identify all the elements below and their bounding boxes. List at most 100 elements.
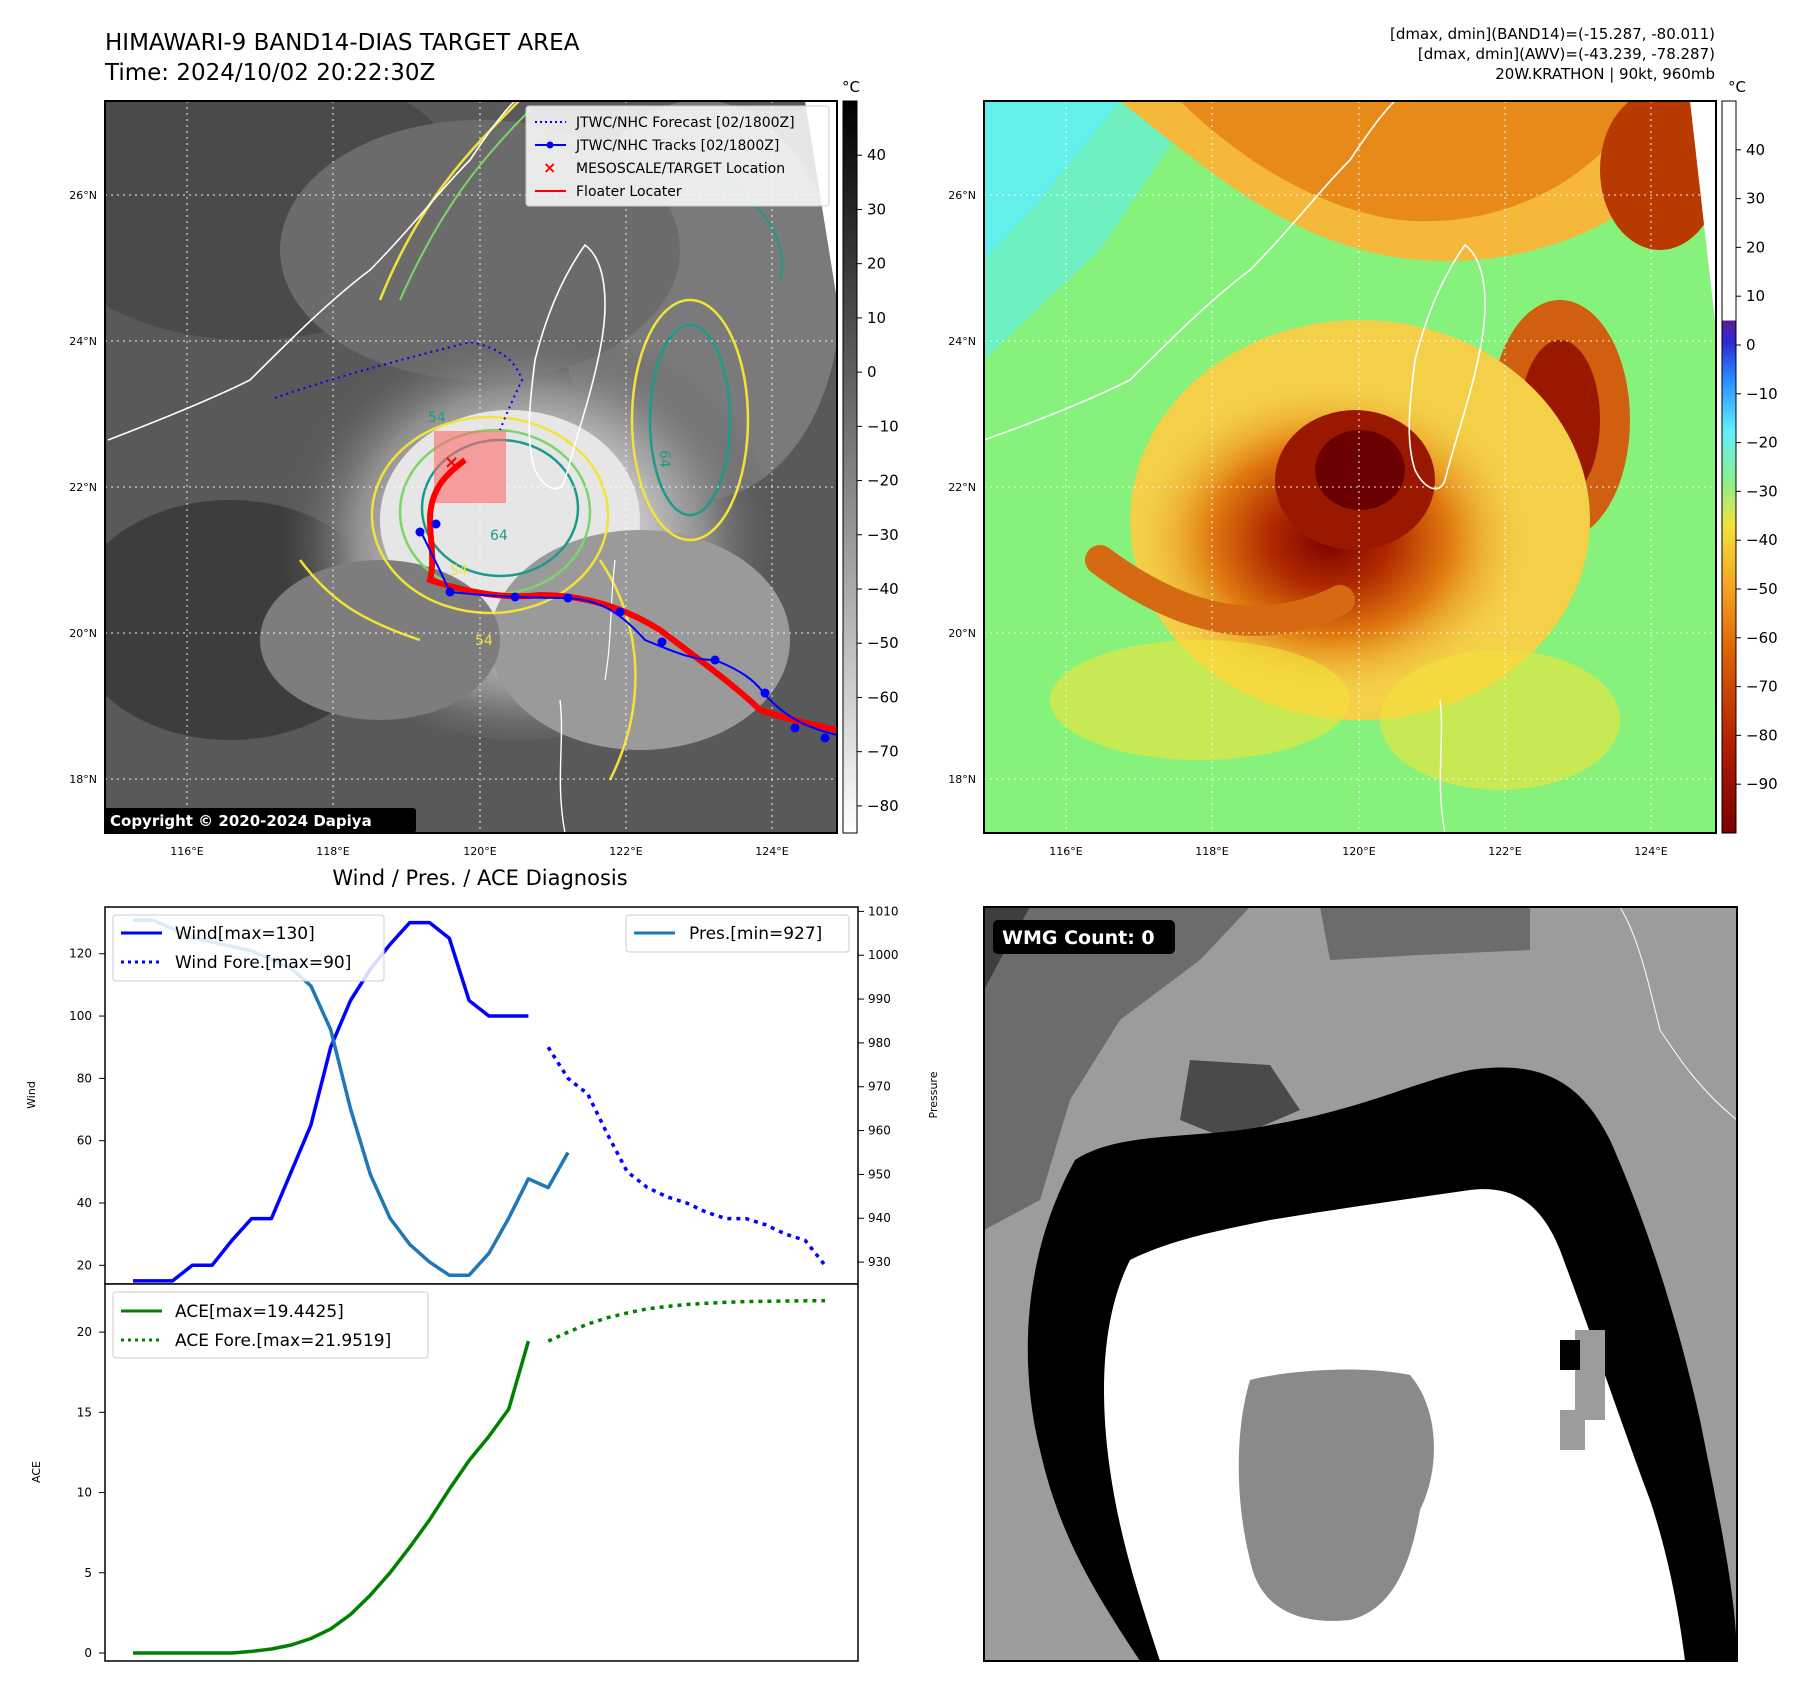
ace-tick-label: 15: [77, 1405, 92, 1419]
series-line: [546, 1046, 827, 1267]
lat-tick-label: 20°N: [948, 627, 976, 640]
best-track-points: [415, 519, 830, 743]
ace-tick-label: 0: [84, 1646, 92, 1660]
pressure-tick-label: 1010: [868, 904, 899, 918]
ir-map-panel: × 54 64 64 54 54 JTWC/NHC Forecast [02/1…: [69, 100, 838, 858]
legend-wind-forecast-label: Wind Fore.[max=90]: [175, 953, 351, 973]
legend-target-label: MESOSCALE/TARGET Location: [576, 161, 785, 177]
band14-colorbar-unit: °C: [842, 78, 860, 96]
ace-axis-ticks: 0 5 10 15 20: [77, 1325, 105, 1660]
pressure-tick-label: 940: [868, 1211, 891, 1225]
colorbar-tick-label: −50: [867, 634, 899, 652]
legend-floater-label: Floater Locater: [576, 184, 682, 200]
wind-axis-ticks: 20 40 60 80 100 120: [69, 947, 105, 1272]
colorbar-tick-label: −30: [1746, 482, 1778, 500]
ace-axis-label: ACE: [30, 1461, 43, 1483]
ir-imagery: × 54 64 64 54 54: [105, 101, 837, 833]
colorbar-tick-label: 30: [867, 200, 886, 218]
pressure-tick-label: 950: [868, 1167, 891, 1181]
pressure-tick-label: 930: [868, 1255, 891, 1269]
awv-lat-axis: 26°N 24°N 22°N 20°N 18°N: [948, 189, 976, 786]
lat-tick-label: 24°N: [948, 335, 976, 348]
copyright-text: Copyright © 2020-2024 Dapiya: [110, 812, 372, 830]
colorbar-tick-label: −70: [867, 743, 899, 761]
storm-info: 20W.KRATHON | 90kt, 960mb: [1495, 65, 1715, 83]
band14-colorbar-ticks: 40 30 20 10 0 −10 −20 −30 −40 −50 −60 −70 −80: [857, 146, 899, 815]
series-line: [133, 920, 529, 1283]
wind-tick-label: 100: [69, 1009, 92, 1023]
ir-lon-axis: 116°E 118°E 120°E 122°E 124°E: [170, 845, 788, 858]
ir-map-legend: JTWC/NHC Forecast [02/1800Z] JTWC/NHC Tr…: [525, 105, 830, 207]
awv-map-panel: 116°E 118°E 120°E 122°E 124°E 26°N 24°N …: [948, 100, 1717, 858]
colorbar-tick-label: −40: [1746, 531, 1778, 549]
awv-range-info: [dmax, dmin](AWV)=(-43.239, -78.287): [1418, 45, 1715, 63]
contour-label: 64: [490, 528, 508, 544]
wind-tick-label: 120: [69, 947, 92, 961]
colorbar-tick-label: 0: [1746, 336, 1756, 354]
lat-tick-label: 24°N: [69, 335, 97, 348]
lat-tick-label: 22°N: [69, 481, 97, 494]
colorbar-tick-label: −80: [867, 797, 899, 815]
floater-locater-track: [426, 457, 837, 733]
series-line: [547, 1299, 825, 1343]
colorbar-tick-label: −20: [867, 472, 899, 490]
colorbar-tick-label: −90: [1746, 775, 1778, 793]
lon-tick-label: 122°E: [609, 845, 642, 858]
legend-forecast-label: JTWC/NHC Forecast [02/1800Z]: [575, 115, 795, 131]
colorbar-tick-label: −10: [1746, 385, 1778, 403]
contour-label: 54: [475, 633, 493, 649]
colorbar-tick-label: 10: [867, 309, 886, 327]
colorbar-tick-label: 40: [1746, 141, 1765, 159]
colorbar-tick-label: −80: [1746, 726, 1778, 744]
colorbar-tick-label: 10: [1746, 287, 1765, 305]
legend-wind-label: Wind[max=130]: [175, 924, 315, 944]
pressure-legend: Pres.[min=927]: [625, 914, 850, 953]
ace-legend: ACE[max=19.4425] ACE Fore.[max=21.9519]: [112, 1291, 429, 1359]
legend-ace-label: ACE[max=19.4425]: [175, 1302, 344, 1322]
diagnosis-chart-title: Wind / Pres. / ACE Diagnosis: [332, 866, 627, 890]
colorbar-tick-label: 30: [1746, 190, 1765, 208]
awv-colorbar: °C 40 30 20 10 0 −10 −20 −30 −40 −50 −60 −70 −80 −90: [1721, 78, 1778, 834]
lat-tick-label: 26°N: [69, 189, 97, 202]
lon-tick-label: 124°E: [755, 845, 788, 858]
target-area-box: [434, 431, 506, 503]
target-location-marker: ×: [444, 452, 459, 473]
wind-pressure-chart: Wind Pressure 20 40 60 80 100 120 930 940 950 96…: [25, 904, 940, 1285]
lat-tick-label: 20°N: [69, 627, 97, 640]
wind-tick-label: 40: [77, 1196, 92, 1210]
colorbar-tick-label: −40: [867, 580, 899, 598]
lat-tick-label: 18°N: [948, 773, 976, 786]
wind-tick-label: 80: [77, 1071, 92, 1085]
lat-tick-label: 18°N: [69, 773, 97, 786]
legend-pressure-label: Pres.[min=927]: [689, 924, 822, 944]
ace-tick-label: 5: [84, 1566, 92, 1580]
lat-tick-label: 22°N: [948, 481, 976, 494]
main-title: HIMAWARI-9 BAND14-DIAS TARGET AREA: [105, 30, 580, 56]
wind-tick-label: 20: [77, 1258, 92, 1272]
lon-tick-label: 120°E: [463, 845, 496, 858]
pressure-tick-label: 1000: [868, 948, 899, 962]
lon-tick-label: 124°E: [1634, 845, 1667, 858]
ace-series: [133, 1299, 825, 1655]
wind-tick-label: 60: [77, 1134, 92, 1148]
colorbar-tick-label: 0: [867, 363, 877, 381]
colorbar-tick-label: −70: [1746, 678, 1778, 696]
colorbar-tick-label: −60: [867, 688, 899, 706]
awv-colorbar-unit: °C: [1728, 78, 1746, 96]
svg-text:×: ×: [543, 158, 556, 177]
band14-colorbar: °C 40 30 20 10 0 −10 −20 −30 −40 −50 −60 −70 −80: [842, 78, 899, 834]
colorbar-tick-label: −10: [867, 417, 899, 435]
colorbar-tick-label: −30: [867, 526, 899, 544]
lon-tick-label: 120°E: [1342, 845, 1375, 858]
lon-tick-label: 116°E: [1049, 845, 1082, 858]
ace-tick-label: 20: [77, 1325, 92, 1339]
colorbar-tick-label: 40: [867, 146, 886, 164]
wmg-count-badge: [993, 920, 1175, 954]
colorbar-tick-label: −60: [1746, 629, 1778, 647]
pressure-axis-label: Pressure: [927, 1071, 940, 1118]
pressure-tick-label: 990: [868, 992, 891, 1006]
wind-legend: Wind[max=130] Wind Fore.[max=90]: [112, 914, 385, 982]
legend-tracks-label: JTWC/NHC Tracks [02/1800Z]: [575, 138, 779, 154]
contour-label: 54: [450, 563, 468, 579]
